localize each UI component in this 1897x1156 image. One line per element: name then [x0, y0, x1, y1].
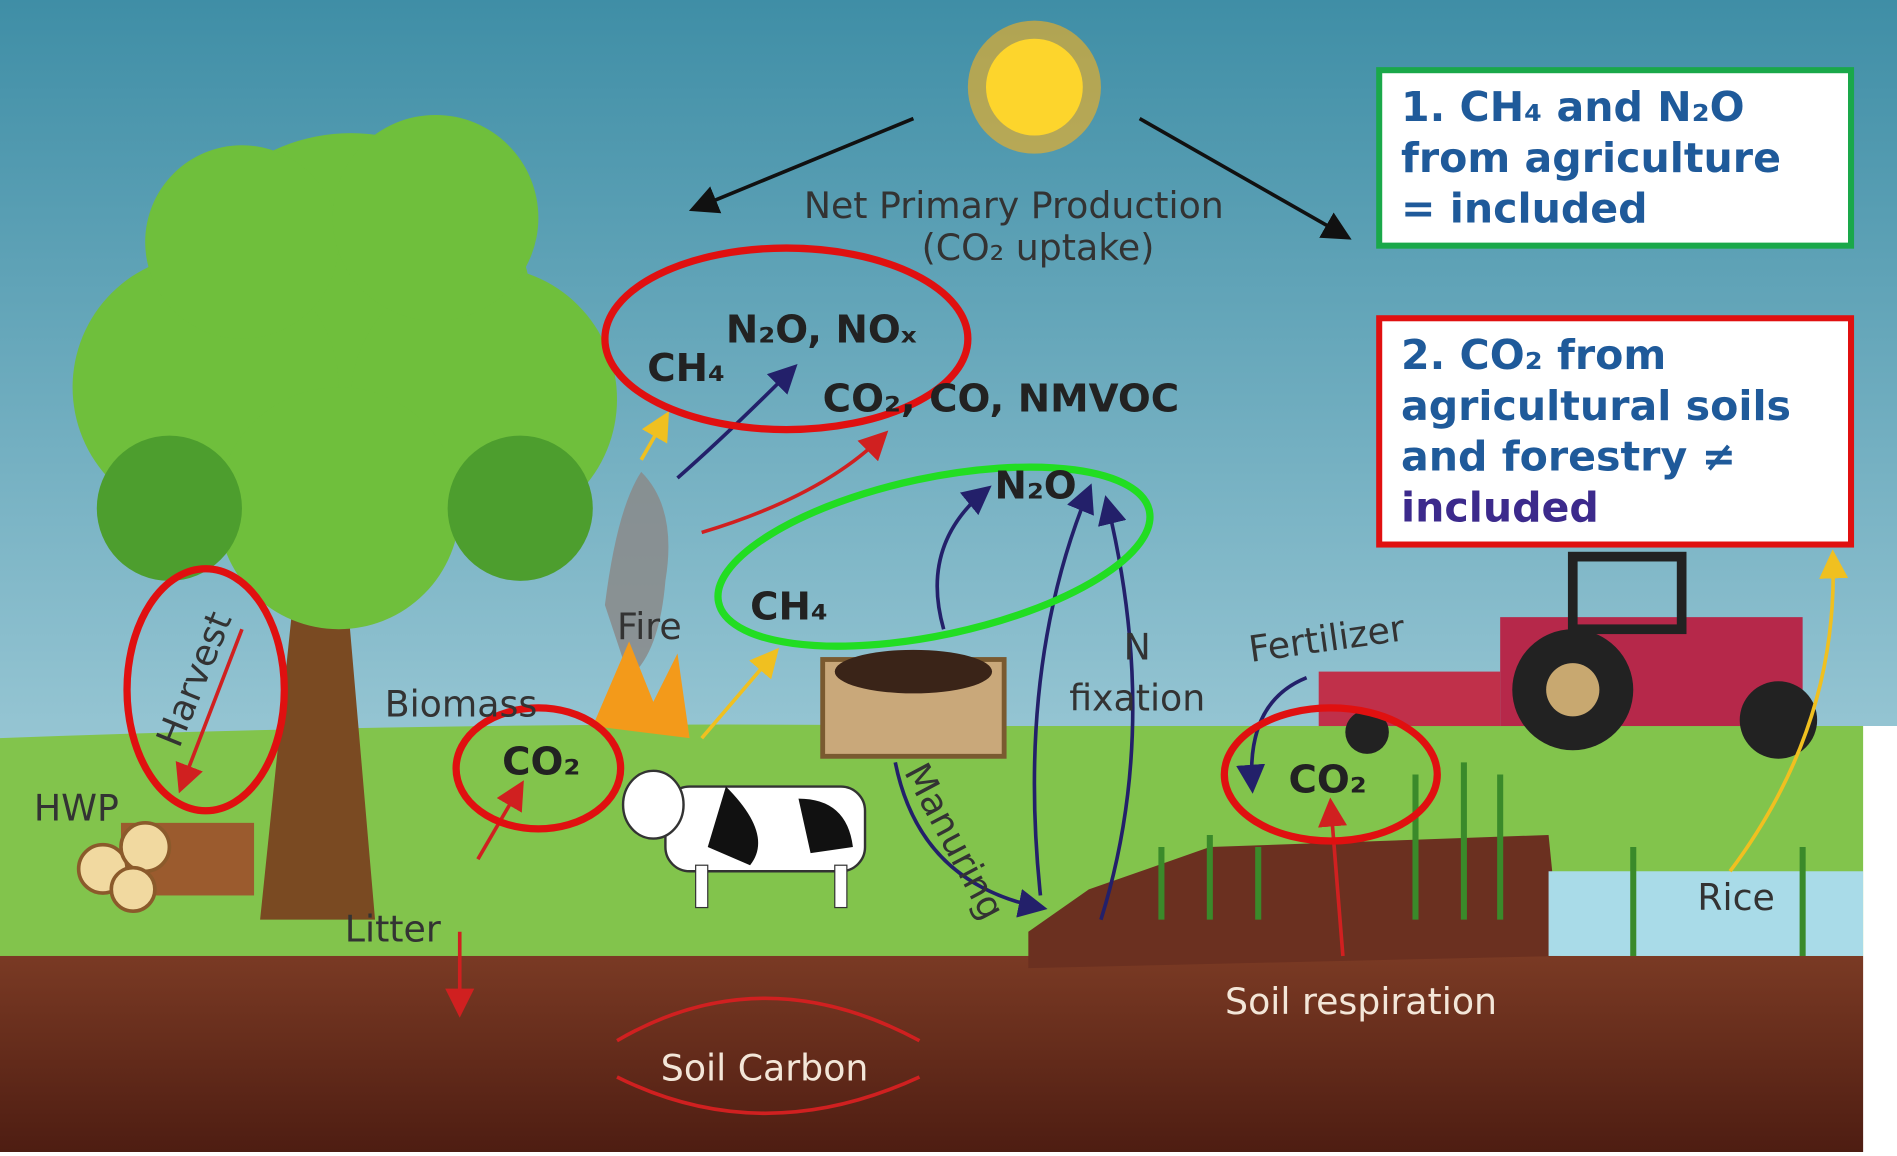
- rice-label: Rice: [1697, 876, 1775, 919]
- fixation-label: fixation: [1069, 676, 1205, 719]
- biomass-label: Biomass: [385, 682, 538, 725]
- soil-carbon-label: Soil Carbon: [661, 1047, 869, 1090]
- fire-n2o: N₂O, NOₓ: [726, 307, 917, 352]
- note-line: = included: [1401, 185, 1648, 233]
- note-line: 2. CO₂ from: [1401, 331, 1666, 379]
- manure-box: [823, 650, 1004, 756]
- hwp-label: HWP: [34, 786, 119, 829]
- note-line: 1. CH₄ and N₂O: [1401, 83, 1745, 131]
- fire-co2: CO₂, CO, NMVOC: [823, 376, 1180, 421]
- sun: [968, 21, 1101, 154]
- manure-n2o: N₂O: [994, 464, 1076, 509]
- biomass-co2: CO₂: [502, 739, 580, 784]
- note-line: from agriculture: [1401, 134, 1781, 182]
- note-line: agricultural soils: [1401, 382, 1791, 430]
- n-label: N: [1124, 625, 1151, 668]
- fire-label: Fire: [617, 605, 682, 648]
- soil-co2: CO₂: [1288, 758, 1366, 803]
- manure-ch4: CH₄: [750, 585, 828, 630]
- note-line: and forestry ≠: [1401, 433, 1736, 481]
- npp-sub-label: (CO₂ uptake): [922, 226, 1155, 269]
- soil-respiration-label: Soil respiration: [1225, 980, 1497, 1023]
- npp-label: Net Primary Production: [804, 184, 1224, 227]
- diagram: Net Primary Production (CO₂ uptake) CH₄ …: [0, 0, 1897, 1152]
- fire-ch4: CH₄: [647, 346, 725, 391]
- litter-label: Litter: [345, 907, 441, 950]
- note-line: included: [1401, 484, 1599, 532]
